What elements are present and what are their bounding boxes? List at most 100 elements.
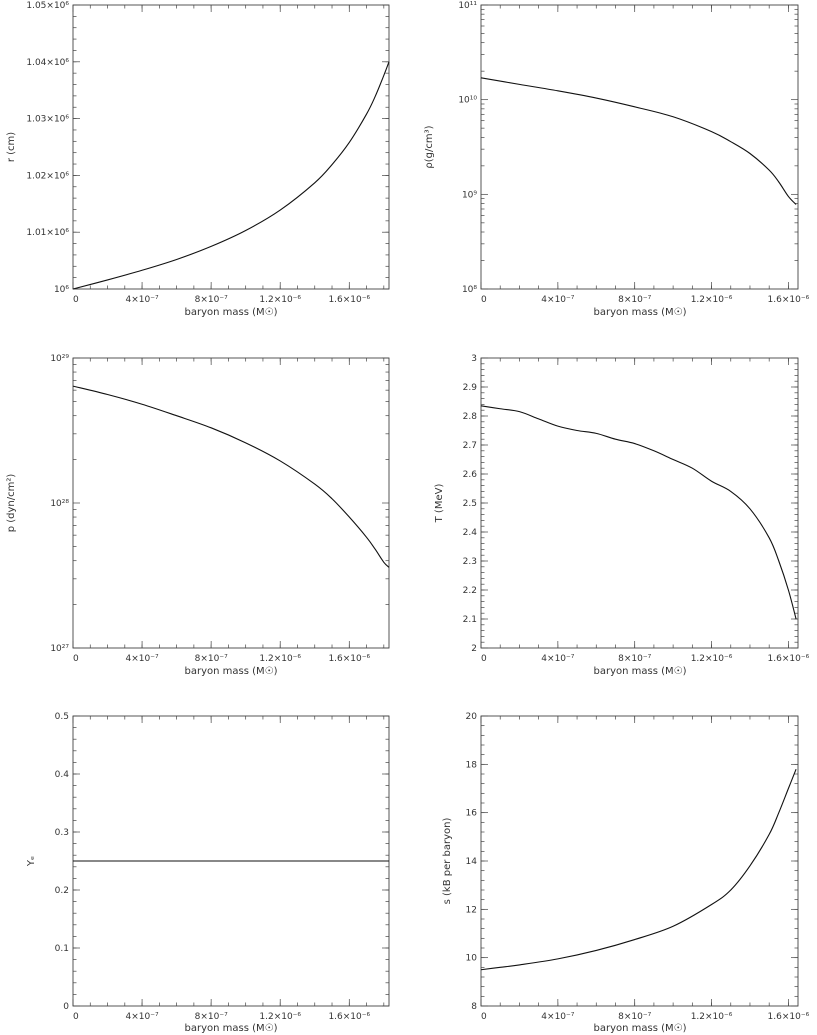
radius-ytick-label: 1.03×10⁶	[26, 115, 69, 125]
electron_fraction-xtick-label: 0	[73, 1012, 79, 1022]
panel-pressure: baryon mass (M☉) p (dyn/cm²) 0 4×10⁻⁷ 8×10…	[6, 354, 390, 677]
panel-density-ticks: 0 4×10⁻⁷ 8×10⁻⁷ 1.2×10⁻⁶ 1.6×10⁻⁶ 10⁸ 10⁹ 10¹⁰ 1…	[458, 1, 809, 305]
electron_fraction-ytick-label: 0.1	[55, 944, 69, 954]
temperature-ytick-label: 2.4	[463, 528, 478, 538]
entropy-ytick-label: 12	[466, 905, 477, 915]
temperature-ytick-label: 2.5	[463, 499, 477, 509]
panel-radius: baryon mass (M☉) r (cm) 0 4×10⁻⁷ 8×10⁻⁷ 1.2…	[6, 1, 390, 318]
panel-radius-frame	[72, 4, 390, 290]
panel-pressure-ylabel: p (dyn/cm²)	[6, 474, 17, 533]
panel-ye-xlabel: baryon mass (M☉)	[184, 1023, 277, 1034]
density-ytick-label: 10⁹	[462, 190, 477, 200]
panel-ye-ylabel: Yₑ	[26, 856, 37, 867]
radius-xtick-label: 4×10⁻⁷	[126, 295, 159, 305]
electron_fraction-xtick-label: 8×10⁻⁷	[195, 1012, 228, 1022]
panel-radius-curve	[72, 61, 390, 290]
pressure-ytick-label: 10²⁷	[50, 644, 69, 654]
temperature-ytick-label: 3	[471, 354, 477, 364]
panel-entropy-xlabel: baryon mass (M☉)	[593, 1023, 686, 1034]
entropy-xtick-label: 1.6×10⁻⁶	[768, 1012, 810, 1022]
density-ytick-label: 10⁸	[462, 285, 477, 295]
density-xtick-label: 1.2×10⁻⁶	[691, 295, 733, 305]
temperature-ytick-label: 2.8	[463, 412, 478, 422]
pressure-xtick-label: 1.2×10⁻⁶	[259, 654, 301, 664]
panel-temperature-xlabel: baryon mass (M☉)	[593, 666, 686, 677]
radius-xtick-label: 0	[73, 295, 79, 305]
entropy-ytick-label: 18	[466, 760, 478, 770]
temperature-ytick-label: 2	[471, 644, 477, 654]
panel-temperature-ylabel: T (MeV)	[434, 484, 445, 524]
electron_fraction-ytick-label: 0.4	[55, 770, 70, 780]
panel-density-xlabel: baryon mass (M☉)	[593, 307, 686, 318]
panel-density: baryon mass (M☉) ρ(g/cm³) 0 4×10⁻⁷ 8×10⁻⁷ 1…	[424, 1, 810, 318]
pressure-ytick-label: 10²⁸	[50, 499, 69, 509]
entropy-xtick-label: 1.2×10⁻⁶	[691, 1012, 733, 1022]
panel-radius-xlabel: baryon mass (M☉)	[184, 307, 277, 318]
panel-temperature-curve	[480, 405, 797, 620]
pressure-xtick-label: 0	[73, 654, 79, 664]
pressure-xtick-label: 1.6×10⁻⁶	[328, 654, 370, 664]
temperature-ytick-label: 2.9	[463, 383, 478, 393]
electron_fraction-ytick-label: 0.3	[55, 828, 69, 838]
entropy-ytick-label: 20	[466, 712, 478, 722]
radius-ytick-label: 1.02×10⁶	[26, 171, 69, 181]
electron_fraction-ytick-label: 0.5	[55, 712, 69, 722]
density-ytick-label: 10¹¹	[458, 1, 477, 11]
density-xtick-label: 1.6×10⁻⁶	[768, 295, 810, 305]
temperature-xtick-label: 8×10⁻⁷	[618, 654, 651, 664]
panel-temperature-frame	[480, 357, 799, 649]
radius-xtick-label: 1.2×10⁻⁶	[259, 295, 301, 305]
radius-ytick-label: 10⁶	[54, 285, 69, 295]
panel-pressure-ticks: 0 4×10⁻⁷ 8×10⁻⁷ 1.2×10⁻⁶ 1.6×10⁻⁶ 10²⁷ 10²⁸ 10²…	[50, 354, 389, 664]
entropy-ytick-label: 8	[471, 1002, 477, 1012]
panel-entropy-ticks: 0 4×10⁻⁷ 8×10⁻⁷ 1.2×10⁻⁶ 1.6×10⁻⁶ 8 10 12 14 16 18…	[466, 712, 810, 1022]
panel-density-frame	[480, 4, 799, 290]
temperature-xtick-label: 4×10⁻⁷	[541, 654, 574, 664]
entropy-xtick-label: 0	[481, 1012, 487, 1022]
electron_fraction-xtick-label: 4×10⁻⁷	[126, 1012, 159, 1022]
panel-density-curve	[480, 77, 797, 205]
radius-ytick-label: 1.05×10⁶	[26, 1, 69, 11]
panel-entropy-frame	[480, 715, 799, 1007]
density-ytick-label: 10¹⁰	[458, 96, 477, 106]
panel-pressure-frame	[72, 357, 390, 649]
entropy-xtick-label: 4×10⁻⁷	[541, 1012, 574, 1022]
panel-pressure-xlabel: baryon mass (M☉)	[184, 666, 277, 677]
density-xtick-label: 4×10⁻⁷	[541, 295, 574, 305]
pressure-xtick-label: 4×10⁻⁷	[126, 654, 159, 664]
density-xtick-label: 8×10⁻⁷	[618, 295, 651, 305]
radius-xtick-label: 8×10⁻⁷	[195, 295, 228, 305]
pressure-xtick-label: 8×10⁻⁷	[195, 654, 228, 664]
panel-radius-ticks: 0 4×10⁻⁷ 8×10⁻⁷ 1.2×10⁻⁶ 1.6×10⁻⁶ 10⁶ 1.01×10⁶…	[26, 1, 389, 305]
electron_fraction-ytick-label: 0	[63, 1002, 69, 1012]
panel-temperature: baryon mass (M☉) T (MeV) 0 4×10⁻⁷ 8×10⁻⁷ 1.…	[434, 354, 810, 677]
temperature-xtick-label: 0	[481, 654, 487, 664]
temperature-xtick-label: 1.6×10⁻⁶	[768, 654, 810, 664]
electron_fraction-xtick-label: 1.2×10⁻⁶	[259, 1012, 301, 1022]
temperature-ytick-label: 2.1	[463, 615, 477, 625]
electron_fraction-ytick-label: 0.2	[55, 886, 69, 896]
temperature-xtick-label: 1.2×10⁻⁶	[691, 654, 733, 664]
panel-pressure-curve	[72, 385, 390, 568]
pressure-ytick-label: 10²⁹	[50, 354, 69, 364]
panel-entropy: baryon mass (M☉) s (kB per baryon) 0 4×10…	[442, 712, 810, 1034]
temperature-ytick-label: 2.3	[463, 557, 477, 567]
panel-radius-ylabel: r (cm)	[6, 132, 17, 162]
radius-ytick-label: 1.01×10⁶	[26, 228, 69, 238]
entropy-ytick-label: 14	[466, 857, 478, 867]
panel-ye-ticks: 0 4×10⁻⁷ 8×10⁻⁷ 1.2×10⁻⁶ 1.6×10⁻⁶ 0 0.1 0.2 0.3 0…	[55, 712, 389, 1022]
density-xtick-label: 0	[481, 295, 487, 305]
electron_fraction-xtick-label: 1.6×10⁻⁶	[328, 1012, 370, 1022]
panel-entropy-curve	[480, 768, 797, 971]
temperature-ytick-label: 2.6	[463, 470, 478, 480]
radius-xtick-label: 1.6×10⁻⁶	[328, 295, 370, 305]
entropy-ytick-label: 10	[466, 954, 478, 964]
temperature-ytick-label: 2.2	[463, 586, 477, 596]
temperature-ytick-label: 2.7	[463, 441, 477, 451]
panel-ye: baryon mass (M☉) Yₑ 0 4×10⁻⁷ 8×10⁻⁷ 1.2×10⁻…	[26, 712, 390, 1034]
entropy-ytick-label: 16	[466, 809, 478, 819]
radius-ytick-label: 1.04×10⁶	[26, 58, 69, 68]
panel-density-ylabel: ρ(g/cm³)	[424, 125, 435, 168]
entropy-xtick-label: 8×10⁻⁷	[618, 1012, 651, 1022]
